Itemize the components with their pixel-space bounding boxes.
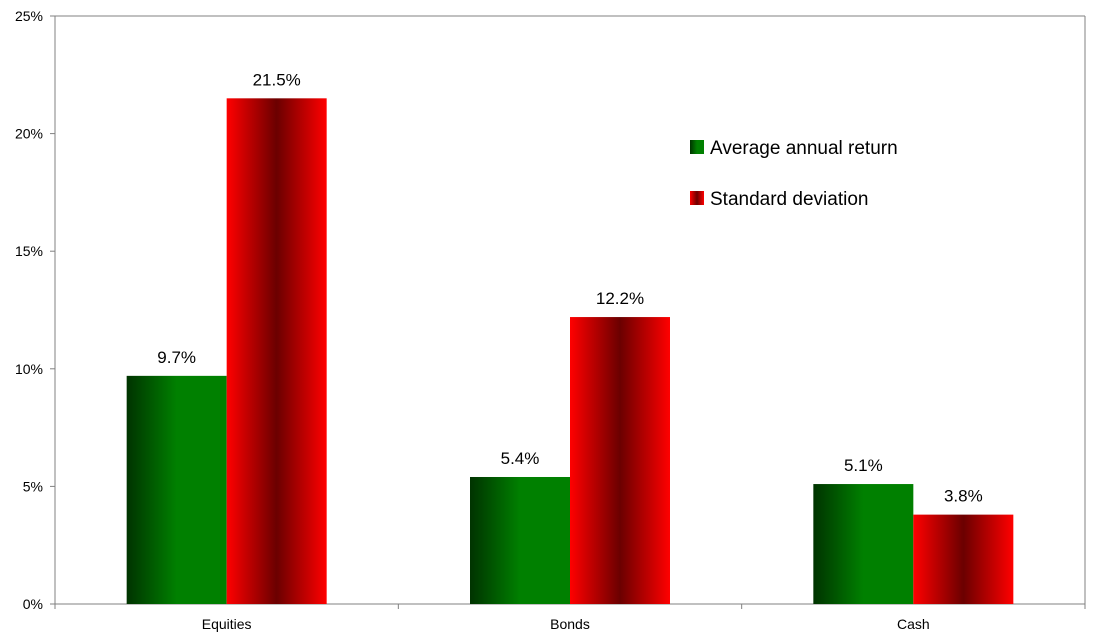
data-label: 5.1%	[844, 456, 883, 475]
legend: Average annual return Standard deviation	[690, 138, 898, 210]
data-label: 3.8%	[944, 487, 983, 506]
legend-label: Standard deviation	[710, 189, 868, 210]
legend-label: Average annual return	[710, 138, 898, 159]
data-label: 5.4%	[501, 449, 540, 468]
x-tick-label: Equities	[202, 616, 252, 632]
y-tick-label: 10%	[15, 361, 43, 377]
axes: 0% 5% 10% 15% 20% 25% Equities Bonds Cash	[15, 8, 1086, 632]
data-label: 12.2%	[596, 289, 644, 308]
x-tick-label: Bonds	[550, 616, 590, 632]
data-labels: 9.7% 21.5% 5.4% 12.2% 5.1% 3.8%	[157, 70, 982, 505]
y-tick-label: 0%	[23, 596, 43, 612]
bar-standard-deviation-cash	[913, 514, 1014, 604]
data-label: 21.5%	[253, 70, 301, 89]
y-tick-label: 25%	[15, 8, 43, 24]
bar-average-annual-return-equities	[126, 375, 227, 604]
legend-swatch	[690, 191, 704, 205]
bar-average-annual-return-cash	[813, 484, 914, 604]
bars	[126, 98, 1014, 604]
x-tick-label: Cash	[897, 616, 930, 632]
legend-swatch	[690, 140, 704, 154]
y-tick-label: 15%	[15, 243, 43, 259]
y-tick-label: 5%	[23, 478, 43, 494]
y-tick-label: 20%	[15, 126, 43, 142]
bar-standard-deviation-bonds	[570, 317, 670, 604]
bar-standard-deviation-equities	[226, 98, 327, 604]
data-label: 9.7%	[157, 348, 196, 367]
bar-average-annual-return-bonds	[470, 476, 570, 604]
